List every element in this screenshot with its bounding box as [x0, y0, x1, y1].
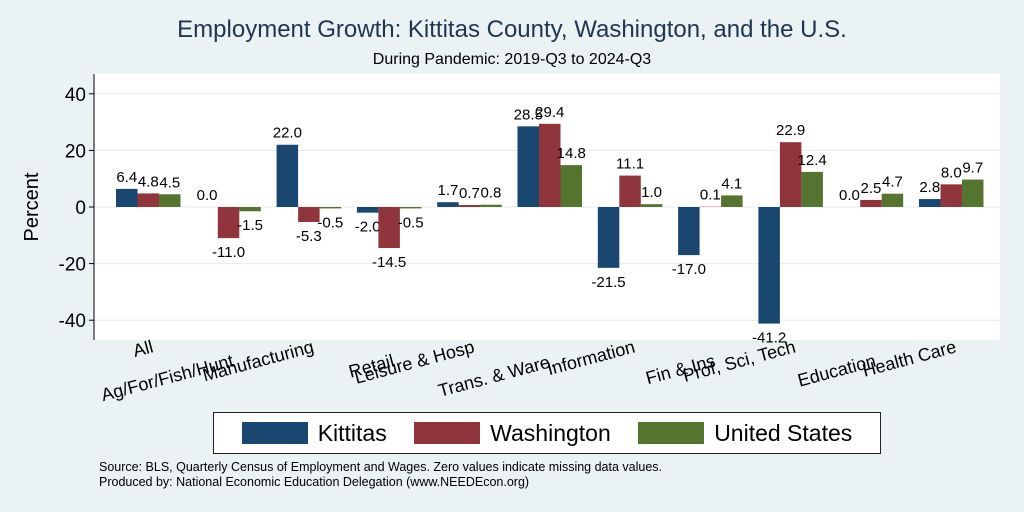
data-label: 22.9	[776, 122, 805, 139]
data-label: 4.7	[882, 174, 903, 191]
bar	[356, 207, 379, 213]
y-tick-label: 20	[65, 141, 86, 162]
legend-item-washington: Washington	[414, 420, 611, 447]
data-label: 11.1	[616, 156, 644, 173]
bar	[758, 207, 780, 324]
data-label: -2.0	[355, 219, 381, 236]
data-label: 12.4	[798, 152, 827, 169]
data-label: 14.8	[557, 145, 586, 162]
source-note: Source: BLS, Quarterly Census of Employm…	[99, 460, 663, 474]
data-label: 1.0	[641, 184, 662, 201]
chart-title: Employment Growth: Kittitas County, Wash…	[177, 16, 847, 43]
data-label: -17.0	[672, 261, 706, 278]
bar	[437, 202, 459, 207]
bar	[940, 184, 962, 207]
x-tick-label: Information	[545, 337, 637, 380]
data-label: 2.5	[861, 180, 882, 197]
bar	[378, 207, 400, 249]
legend-label-united-states: United States	[714, 419, 853, 446]
legend-swatch-kittitas	[241, 422, 308, 444]
y-axis-title: Percent	[21, 172, 43, 241]
bar	[640, 204, 663, 207]
data-label: 8.0	[941, 164, 962, 181]
bar	[560, 165, 582, 207]
bar	[399, 207, 422, 209]
bar	[137, 193, 159, 207]
bar	[458, 205, 481, 207]
data-label: -11.0	[212, 244, 245, 261]
bar	[217, 207, 240, 239]
bar	[881, 193, 904, 207]
data-label: -0.5	[398, 214, 424, 231]
produced-by-note: Produced by: National Economic Education…	[99, 475, 530, 489]
data-label: 28.5	[514, 106, 543, 123]
x-tick-label: Manufacturing	[201, 337, 316, 386]
y-tick-label: 0	[75, 198, 86, 219]
legend: Kittitas Washington United States	[213, 412, 881, 454]
x-tick-label: Prof, Sci, Tech	[681, 337, 798, 386]
data-label: 22.0	[273, 125, 302, 142]
legend-item-kittitas: Kittitas	[241, 419, 387, 447]
bar	[619, 175, 641, 207]
data-label: 0.0	[197, 187, 218, 204]
bar	[678, 207, 700, 256]
bar	[801, 171, 823, 207]
legend-item-united-states: United States	[638, 420, 852, 447]
data-label: 9.7	[962, 160, 983, 177]
bar	[721, 195, 743, 207]
data-label: 4.5	[159, 174, 180, 191]
x-tick-label: All	[131, 337, 156, 361]
bar	[298, 207, 320, 222]
data-label: 4.8	[138, 173, 159, 190]
bar	[116, 188, 138, 207]
data-label: -14.5	[372, 254, 406, 271]
data-label: 0.8	[481, 185, 502, 202]
data-label: 4.1	[721, 175, 742, 192]
bar	[517, 126, 539, 207]
legend-label-kittitas: Kittitas	[317, 419, 387, 446]
bar	[239, 207, 261, 212]
legend-swatch-washington	[414, 422, 481, 444]
chart-subtitle: During Pandemic: 2019-Q3 to 2024-Q3	[372, 51, 652, 68]
legend-label-washington: Washington	[490, 419, 611, 446]
y-tick-label: -40	[59, 311, 86, 332]
x-tick-label: Health Care	[860, 337, 958, 381]
bar	[319, 207, 342, 209]
data-label: -41.2	[752, 330, 786, 347]
data-label: -0.5	[317, 214, 343, 231]
y-tick-label: 40	[65, 85, 86, 106]
bar	[919, 199, 941, 207]
legend-swatch-united-states	[638, 422, 705, 444]
bar	[276, 144, 299, 207]
data-label: -5.3	[296, 228, 322, 245]
data-label: -1.5	[237, 217, 263, 234]
data-label: 1.7	[438, 182, 459, 199]
y-tick-label: -20	[59, 255, 86, 276]
data-label: 0.0	[839, 187, 860, 204]
bar	[539, 123, 561, 207]
bar	[480, 204, 502, 207]
data-label: 2.8	[919, 179, 940, 196]
bar	[779, 142, 802, 207]
data-label: 0.7	[459, 185, 480, 202]
bar	[962, 179, 984, 207]
data-label: 6.4	[116, 169, 137, 186]
data-label: -21.5	[591, 274, 625, 291]
bar	[597, 207, 620, 268]
bar	[860, 199, 882, 207]
bar	[159, 194, 181, 207]
data-label: 0.1	[700, 187, 721, 204]
data-label: 29.4	[535, 104, 564, 121]
